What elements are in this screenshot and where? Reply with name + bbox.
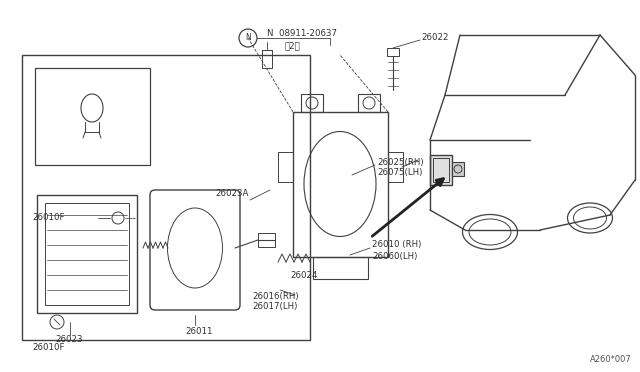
Text: 26075(LH): 26075(LH) [377, 169, 422, 177]
Text: N  08911-20637: N 08911-20637 [267, 29, 337, 38]
Bar [301, 94, 323, 112]
Bar [430, 155, 452, 185]
Bar [313, 257, 368, 279]
Text: （2）: （2） [285, 42, 301, 51]
Text: 26023: 26023 [55, 336, 83, 344]
Bar [388, 152, 403, 182]
Text: 26017(LH): 26017(LH) [252, 302, 298, 311]
Bar [22, 55, 310, 340]
Bar [35, 68, 150, 165]
Text: 26016(RH): 26016(RH) [252, 292, 299, 301]
Bar [262, 50, 272, 68]
Text: 26010 (RH): 26010 (RH) [372, 241, 421, 250]
Bar [452, 162, 464, 176]
Text: A260*007: A260*007 [590, 356, 632, 365]
Bar [37, 195, 137, 313]
Bar [433, 158, 449, 182]
Bar [278, 152, 293, 182]
Bar [387, 48, 399, 56]
Text: 26060(LH): 26060(LH) [372, 251, 417, 260]
Text: 26024: 26024 [290, 270, 317, 279]
Text: 26022: 26022 [421, 33, 449, 42]
Text: 26023A: 26023A [215, 189, 248, 199]
Text: 26025(RH): 26025(RH) [377, 157, 424, 167]
Bar [45, 203, 129, 305]
Bar [358, 94, 380, 112]
Bar [293, 112, 388, 257]
Text: 26010F: 26010F [32, 214, 65, 222]
Bar [258, 233, 275, 247]
Text: N: N [245, 33, 251, 42]
Text: 26010F: 26010F [32, 343, 65, 353]
Text: 26011: 26011 [185, 327, 212, 337]
